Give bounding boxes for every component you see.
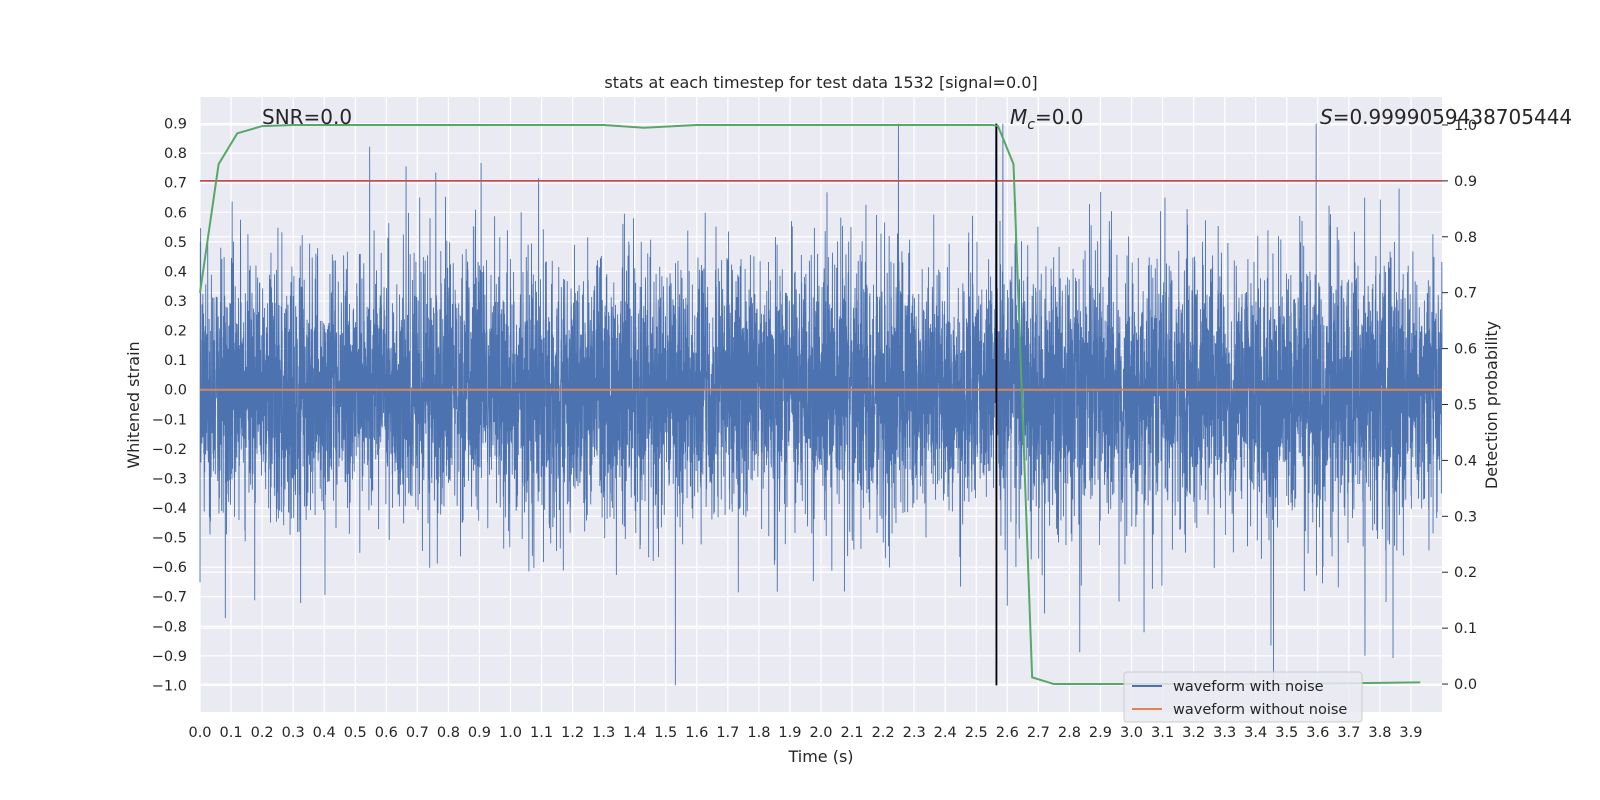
x-tick-label: 0.6 (375, 725, 398, 741)
y-tick-label: −0.7 (152, 590, 187, 606)
y2-tick-label: 0.3 (1454, 509, 1477, 525)
x-tick-label: 1.9 (778, 725, 801, 741)
y-tick-label: −0.5 (152, 531, 187, 547)
x-tick-label: 2.1 (841, 725, 864, 741)
y2-axis-label: Detection probability (1482, 321, 1501, 489)
x-tick-label: 3.9 (1399, 725, 1422, 741)
legend-label-clean: waveform without noise (1173, 702, 1347, 718)
x-axis-ticks: 0.0 0.1 0.2 0.3 0.4 0.5 0.6 0.7 0.8 0.9 1.0 1.1 1.2 1… (188, 725, 1422, 741)
y-tick-label: −0.4 (152, 501, 187, 517)
series-detection-probability (199, 123, 1421, 686)
score-symbol: S (1320, 105, 1333, 129)
x-tick-label: 3.4 (1244, 725, 1267, 741)
chart-title: stats at each timestep for test data 153… (604, 73, 1037, 92)
chirp-mass-symbol: M (1010, 105, 1027, 129)
x-tick-label: 0.9 (468, 725, 491, 741)
x-tick-label: 1.6 (685, 725, 708, 741)
x-axis-label: Time (s) (787, 747, 853, 766)
y2-axis-ticks: 1.0 0.9 0.8 0.7 0.6 0.5 0.4 0.3 0.2 0.1 0.0 (1442, 118, 1477, 693)
y-tick-label: 0.4 (164, 264, 187, 280)
x-tick-label: 3.5 (1275, 725, 1298, 741)
x-tick-label: 1.3 (592, 725, 615, 741)
y2-tick-label: 0.8 (1454, 230, 1477, 246)
y-tick-label: 0.1 (164, 353, 187, 369)
y-tick-label: 0.7 (164, 176, 187, 192)
x-tick-label: 2.2 (872, 725, 895, 741)
x-tick-label: 0.3 (282, 725, 305, 741)
x-tick-label: 2.3 (903, 725, 926, 741)
score-value: =0.9999059438705444 (1333, 105, 1572, 129)
y-tick-label: −0.3 (152, 471, 187, 487)
x-tick-label: 0.4 (313, 725, 336, 741)
series-waveform-with-noise (199, 123, 1443, 686)
x-tick-label: 0.0 (188, 725, 211, 741)
x-tick-label: 2.9 (1089, 725, 1112, 741)
x-tick-label: 2.8 (1058, 725, 1081, 741)
x-tick-label: 2.5 (965, 725, 988, 741)
y2-tick-label: 0.5 (1454, 398, 1477, 414)
legend-box (1123, 671, 1363, 723)
x-tick-label: 0.1 (220, 725, 243, 741)
x-tick-label: 3.3 (1213, 725, 1236, 741)
y2-tick-label: 0.4 (1454, 453, 1477, 469)
legend-label-noise: waveform with noise (1173, 679, 1324, 695)
snr-annotation: SNR=0.0 (262, 105, 352, 129)
y2-tick-label: 0.2 (1454, 565, 1477, 581)
x-tick-label: 1.4 (623, 725, 646, 741)
y-tick-label: −0.6 (152, 560, 187, 576)
y2-tick-label: 1.0 (1454, 118, 1477, 134)
x-tick-label: 3.6 (1306, 725, 1329, 741)
y-tick-label: −0.2 (152, 442, 187, 458)
x-tick-label: 3.7 (1337, 725, 1360, 741)
y-axis-ticks: 0.9 0.8 0.7 0.6 0.5 0.4 0.3 0.2 0.1 0.0 −0.1 −0.2 −0… (152, 117, 187, 695)
x-tick-label: 2.6 (996, 725, 1019, 741)
x-tick-label: 3.1 (1151, 725, 1174, 741)
y2-tick-label: 0.7 (1454, 286, 1477, 302)
y2-tick-label: 0.1 (1454, 621, 1477, 637)
y-tick-label: 0.3 (164, 294, 187, 310)
x-tick-label: 3.2 (1182, 725, 1205, 741)
x-tick-label: 0.2 (251, 725, 274, 741)
y-tick-label: 0.0 (164, 383, 187, 399)
y-tick-label: 0.8 (164, 146, 187, 162)
x-tick-label: 1.2 (561, 725, 584, 741)
y-tick-label: 0.6 (164, 205, 187, 221)
score-annotation: S=0.9999059438705444 (1320, 105, 1572, 129)
x-tick-label: 3.8 (1368, 725, 1391, 741)
x-tick-label: 1.7 (716, 725, 739, 741)
chirp-mass-value: =0.0 (1035, 105, 1084, 129)
x-tick-label: 1.0 (499, 725, 522, 741)
legend: waveform with noise waveform without noi… (1123, 671, 1363, 723)
y-tick-label: 0.9 (164, 117, 187, 133)
x-tick-label: 3.0 (1120, 725, 1143, 741)
x-tick-label: 0.5 (344, 725, 367, 741)
chirp-mass-annotation: Mc=0.0 (1010, 105, 1084, 133)
y-tick-label: −0.8 (152, 619, 187, 635)
y-tick-label: 0.2 (164, 324, 187, 340)
x-tick-label: 2.0 (809, 725, 832, 741)
x-tick-label: 1.5 (654, 725, 677, 741)
y-tick-label: 0.5 (164, 235, 187, 251)
x-tick-label: 1.1 (530, 725, 553, 741)
y-tick-label: −0.1 (152, 412, 187, 428)
y2-tick-label: 0.0 (1454, 677, 1477, 693)
y2-tick-label: 0.6 (1454, 342, 1477, 358)
y-tick-label: −1.0 (152, 678, 187, 694)
y-tick-label: −0.9 (152, 649, 187, 665)
x-tick-label: 0.8 (437, 725, 460, 741)
x-tick-label: 0.7 (406, 725, 429, 741)
chirp-mass-subscript: c (1027, 117, 1035, 133)
x-tick-label: 1.8 (747, 725, 770, 741)
x-tick-label: 2.7 (1027, 725, 1050, 741)
x-tick-label: 2.4 (934, 725, 957, 741)
y2-tick-label: 0.9 (1454, 174, 1477, 190)
y-axis-label: Whitened strain (124, 341, 143, 468)
noise-trace (199, 123, 1443, 686)
